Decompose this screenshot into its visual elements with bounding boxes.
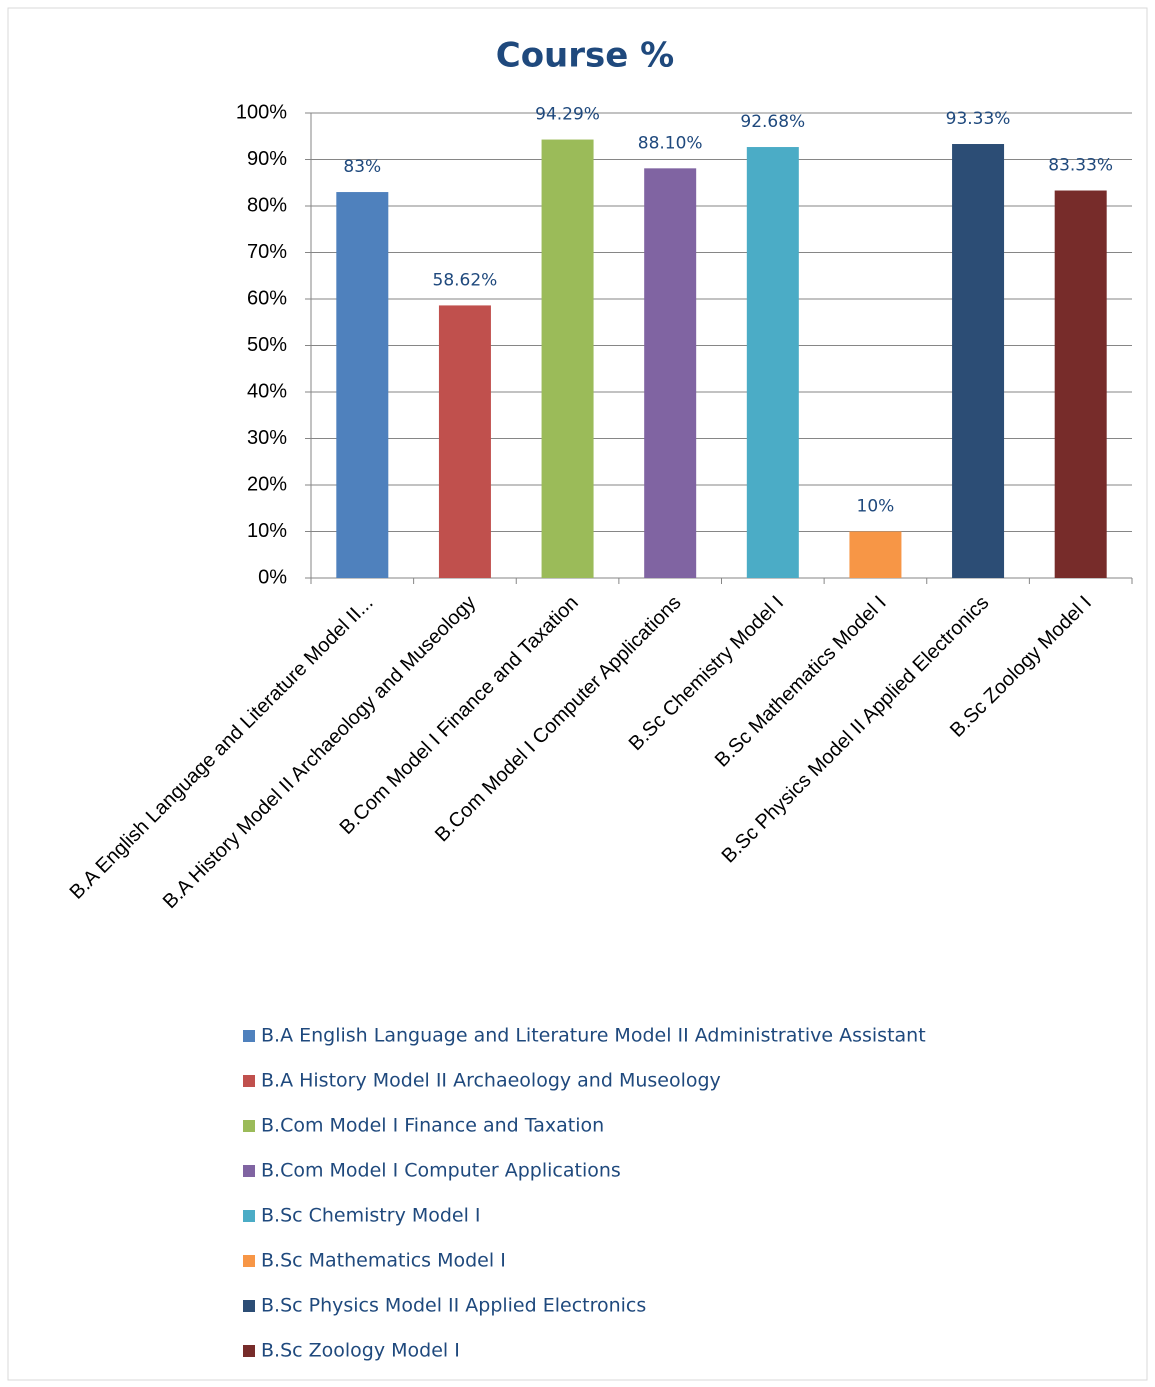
legend-swatch — [243, 1255, 255, 1267]
y-tick-label: 40% — [247, 380, 287, 402]
data-label: 83.33% — [1048, 156, 1113, 176]
bar — [952, 144, 1005, 578]
data-label: 10% — [857, 497, 895, 517]
bar — [1054, 190, 1107, 578]
legend-swatch — [243, 1030, 255, 1042]
data-label: 92.68% — [740, 112, 805, 132]
legend-label: B.Com Model I Computer Applications — [261, 1160, 621, 1182]
y-tick-label: 80% — [247, 194, 287, 216]
legend-swatch — [243, 1120, 255, 1132]
data-label: 94.29% — [535, 105, 600, 125]
bar — [746, 147, 799, 578]
y-tick-label: 90% — [247, 148, 287, 170]
y-tick-label: 30% — [247, 427, 287, 449]
legend-label: B.Com Model I Finance and Taxation — [261, 1115, 604, 1137]
y-tick-label: 100% — [236, 101, 287, 123]
chart-title: Course % — [496, 36, 674, 76]
legend-swatch — [243, 1165, 255, 1177]
data-label: 93.33% — [946, 109, 1011, 129]
y-tick-label: 60% — [247, 287, 287, 309]
y-tick-label: 10% — [247, 520, 287, 542]
y-tick-label: 50% — [247, 334, 287, 356]
bar — [438, 305, 491, 578]
bar — [336, 192, 389, 579]
y-tick-label: 20% — [247, 473, 287, 495]
legend-swatch — [243, 1075, 255, 1087]
legend-swatch — [243, 1300, 255, 1312]
legend-swatch — [243, 1345, 255, 1357]
y-tick-label: 70% — [247, 241, 287, 263]
data-label: 88.10% — [638, 133, 703, 153]
bar — [541, 139, 594, 578]
data-label: 83% — [343, 157, 381, 177]
legend-swatch — [243, 1210, 255, 1222]
legend-label: B.Sc Zoology Model I — [261, 1340, 460, 1362]
bar — [644, 168, 697, 578]
legend-label: B.A English Language and Literature Mode… — [261, 1025, 926, 1047]
legend-label: B.Sc Mathematics Model I — [261, 1250, 506, 1272]
bar — [849, 531, 902, 578]
legend-label: B.A History Model II Archaeology and Mus… — [261, 1070, 721, 1092]
legend-label: B.Sc Chemistry Model I — [261, 1205, 481, 1227]
data-label: 58.62% — [433, 270, 498, 290]
legend-label: B.Sc Physics Model II Applied Electronic… — [261, 1295, 646, 1317]
y-tick-label: 0% — [258, 566, 287, 588]
